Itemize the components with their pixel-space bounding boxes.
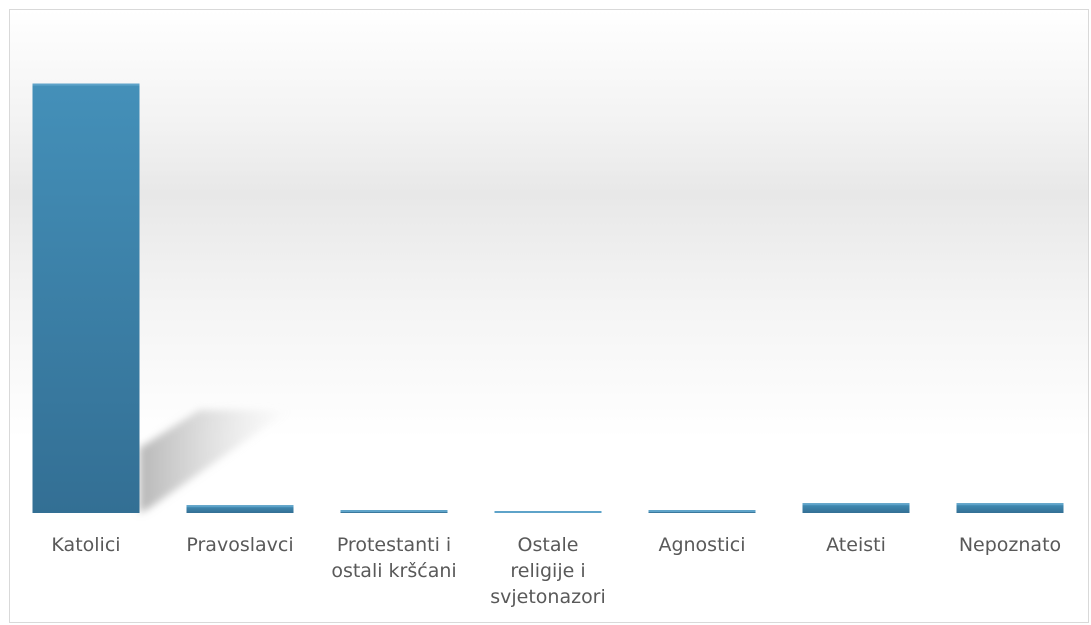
bar-top-highlight	[32, 83, 140, 86]
x-tick-label-line: Protestanti i	[337, 534, 451, 556]
x-tick-label: Pravoslavci	[186, 534, 293, 556]
bar-top-highlight	[802, 503, 910, 506]
x-tick-label-line: Nepoznato	[959, 534, 1061, 556]
bar-pravoslavci	[186, 505, 294, 513]
x-tick-label-line: Ateisti	[826, 534, 886, 556]
bar-top-highlight	[494, 511, 602, 513]
bar-shadows	[139, 410, 290, 513]
x-tick-label-line: ostali kršćani	[331, 560, 456, 582]
x-tick-label-line: Ostale	[518, 534, 579, 556]
bar-shadow	[139, 410, 290, 513]
bar-ateisti	[802, 503, 910, 513]
x-tick-label-line: Agnostici	[658, 534, 745, 556]
bar-nepoznato	[956, 503, 1064, 513]
x-tick-label: Protestanti i ostali kršćani	[331, 534, 456, 582]
x-tick-label-line: Pravoslavci	[186, 534, 293, 556]
x-tick-label: Agnostici	[658, 534, 745, 556]
x-tick-label-line: religije i	[510, 560, 585, 582]
chart-area	[9, 9, 1089, 623]
bar-top-highlight	[186, 505, 294, 508]
x-tick-label: Ostale religije i svjetonazori	[490, 534, 606, 608]
x-tick-label: Katolici	[51, 534, 120, 556]
bar-top-highlight	[956, 503, 1064, 506]
x-tick-label-line: svjetonazori	[490, 586, 606, 608]
x-tick-label: Nepoznato	[959, 534, 1061, 556]
bar-top-highlight	[340, 510, 448, 513]
x-tick-label: Ateisti	[826, 534, 886, 556]
bars	[32, 83, 1064, 513]
bar-top-highlight	[648, 510, 756, 513]
bar-katolici	[32, 83, 140, 513]
category-labels: Katolici Pravoslavci Protestanti i ostali k…	[51, 534, 1061, 608]
x-tick-label-line: Katolici	[51, 534, 120, 556]
